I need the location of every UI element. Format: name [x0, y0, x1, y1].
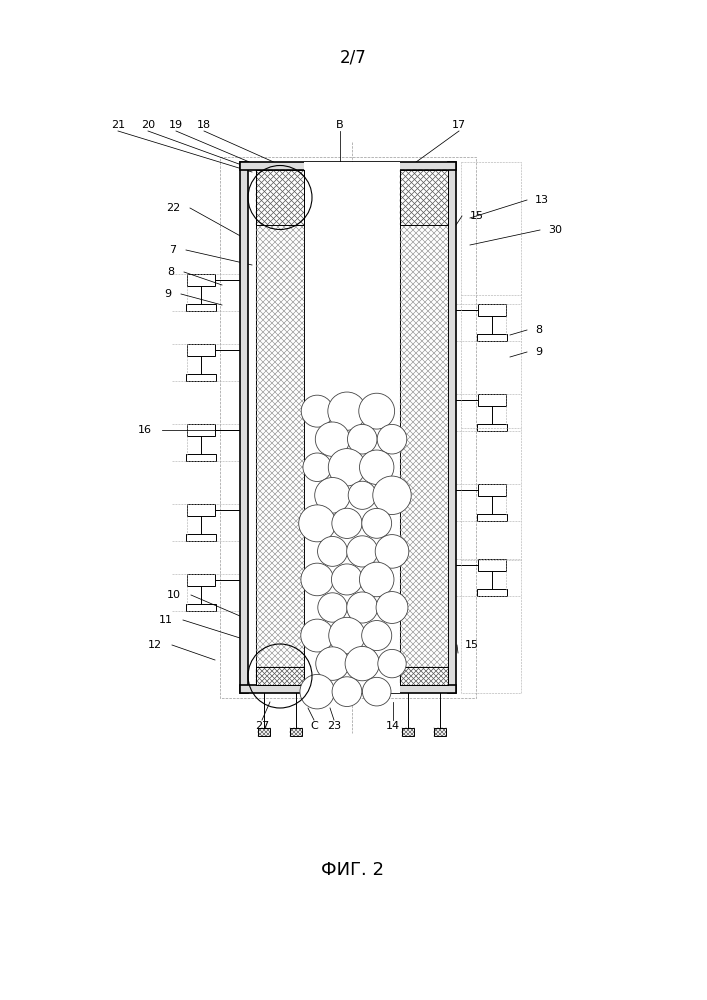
Bar: [187, 344, 215, 356]
Bar: [240, 162, 456, 170]
Bar: [256, 170, 304, 225]
Text: 27: 27: [255, 721, 269, 731]
Bar: [240, 162, 248, 693]
Text: 17: 17: [452, 120, 466, 130]
Bar: [256, 170, 304, 685]
Circle shape: [347, 424, 377, 454]
Text: 14: 14: [386, 721, 400, 731]
Circle shape: [329, 617, 365, 654]
Bar: [187, 504, 215, 516]
Bar: [256, 667, 304, 685]
Bar: [304, 162, 400, 693]
Text: 10: 10: [167, 590, 181, 600]
Bar: [400, 667, 448, 685]
Bar: [187, 574, 215, 586]
Bar: [258, 728, 270, 736]
Text: 7: 7: [169, 245, 176, 255]
Text: 9: 9: [164, 289, 171, 299]
Text: 22: 22: [165, 203, 180, 213]
Text: 18: 18: [197, 120, 211, 130]
Circle shape: [359, 562, 394, 597]
Circle shape: [301, 395, 333, 427]
Circle shape: [316, 647, 349, 680]
Circle shape: [362, 621, 392, 651]
Bar: [402, 728, 414, 736]
Bar: [477, 514, 507, 521]
Circle shape: [363, 677, 391, 706]
Bar: [478, 304, 506, 316]
Text: 8: 8: [167, 267, 174, 277]
Text: 8: 8: [535, 325, 542, 335]
Circle shape: [349, 481, 376, 509]
Circle shape: [375, 535, 409, 568]
Bar: [400, 170, 448, 685]
Circle shape: [299, 505, 336, 542]
Text: 20: 20: [141, 120, 155, 130]
Bar: [186, 304, 216, 311]
Circle shape: [317, 536, 347, 566]
Text: 16: 16: [138, 425, 152, 435]
Circle shape: [359, 450, 394, 484]
Text: 2/7: 2/7: [339, 49, 366, 67]
Text: 19: 19: [169, 120, 183, 130]
Circle shape: [301, 563, 334, 596]
Bar: [186, 374, 216, 381]
Bar: [461, 162, 521, 693]
Circle shape: [315, 478, 350, 513]
Circle shape: [303, 453, 332, 482]
Text: B: B: [337, 120, 344, 130]
Circle shape: [332, 677, 362, 707]
Text: 15: 15: [470, 211, 484, 221]
Text: 9: 9: [535, 347, 542, 357]
Bar: [220, 157, 476, 698]
Circle shape: [378, 649, 407, 678]
Bar: [186, 534, 216, 541]
Text: 11: 11: [159, 615, 173, 625]
Bar: [477, 424, 507, 431]
Text: C: C: [310, 721, 318, 731]
Circle shape: [300, 674, 334, 709]
Bar: [400, 170, 448, 225]
Bar: [187, 274, 215, 286]
Bar: [478, 559, 506, 571]
Circle shape: [332, 564, 363, 595]
Circle shape: [358, 393, 395, 429]
Text: 21: 21: [111, 120, 125, 130]
Circle shape: [362, 508, 392, 538]
Text: 13: 13: [535, 195, 549, 205]
Text: ФИГ. 2: ФИГ. 2: [322, 861, 385, 879]
Circle shape: [328, 392, 366, 430]
Bar: [186, 604, 216, 611]
Circle shape: [373, 476, 411, 515]
Text: 23: 23: [327, 721, 341, 731]
Bar: [477, 334, 507, 341]
Circle shape: [376, 592, 408, 623]
Bar: [434, 728, 446, 736]
Circle shape: [315, 422, 350, 456]
Bar: [186, 454, 216, 461]
Circle shape: [328, 449, 366, 486]
Bar: [478, 394, 506, 406]
Bar: [478, 484, 506, 496]
Circle shape: [378, 424, 407, 454]
Circle shape: [345, 646, 380, 681]
Bar: [477, 589, 507, 596]
Text: 30: 30: [548, 225, 562, 235]
Circle shape: [300, 619, 334, 652]
Circle shape: [346, 536, 378, 567]
Bar: [240, 685, 456, 693]
Text: 15: 15: [465, 640, 479, 650]
Circle shape: [346, 592, 378, 623]
Bar: [448, 162, 456, 693]
Bar: [187, 424, 215, 436]
Bar: [290, 728, 302, 736]
Circle shape: [332, 508, 362, 538]
Circle shape: [318, 593, 347, 622]
Text: 12: 12: [148, 640, 162, 650]
